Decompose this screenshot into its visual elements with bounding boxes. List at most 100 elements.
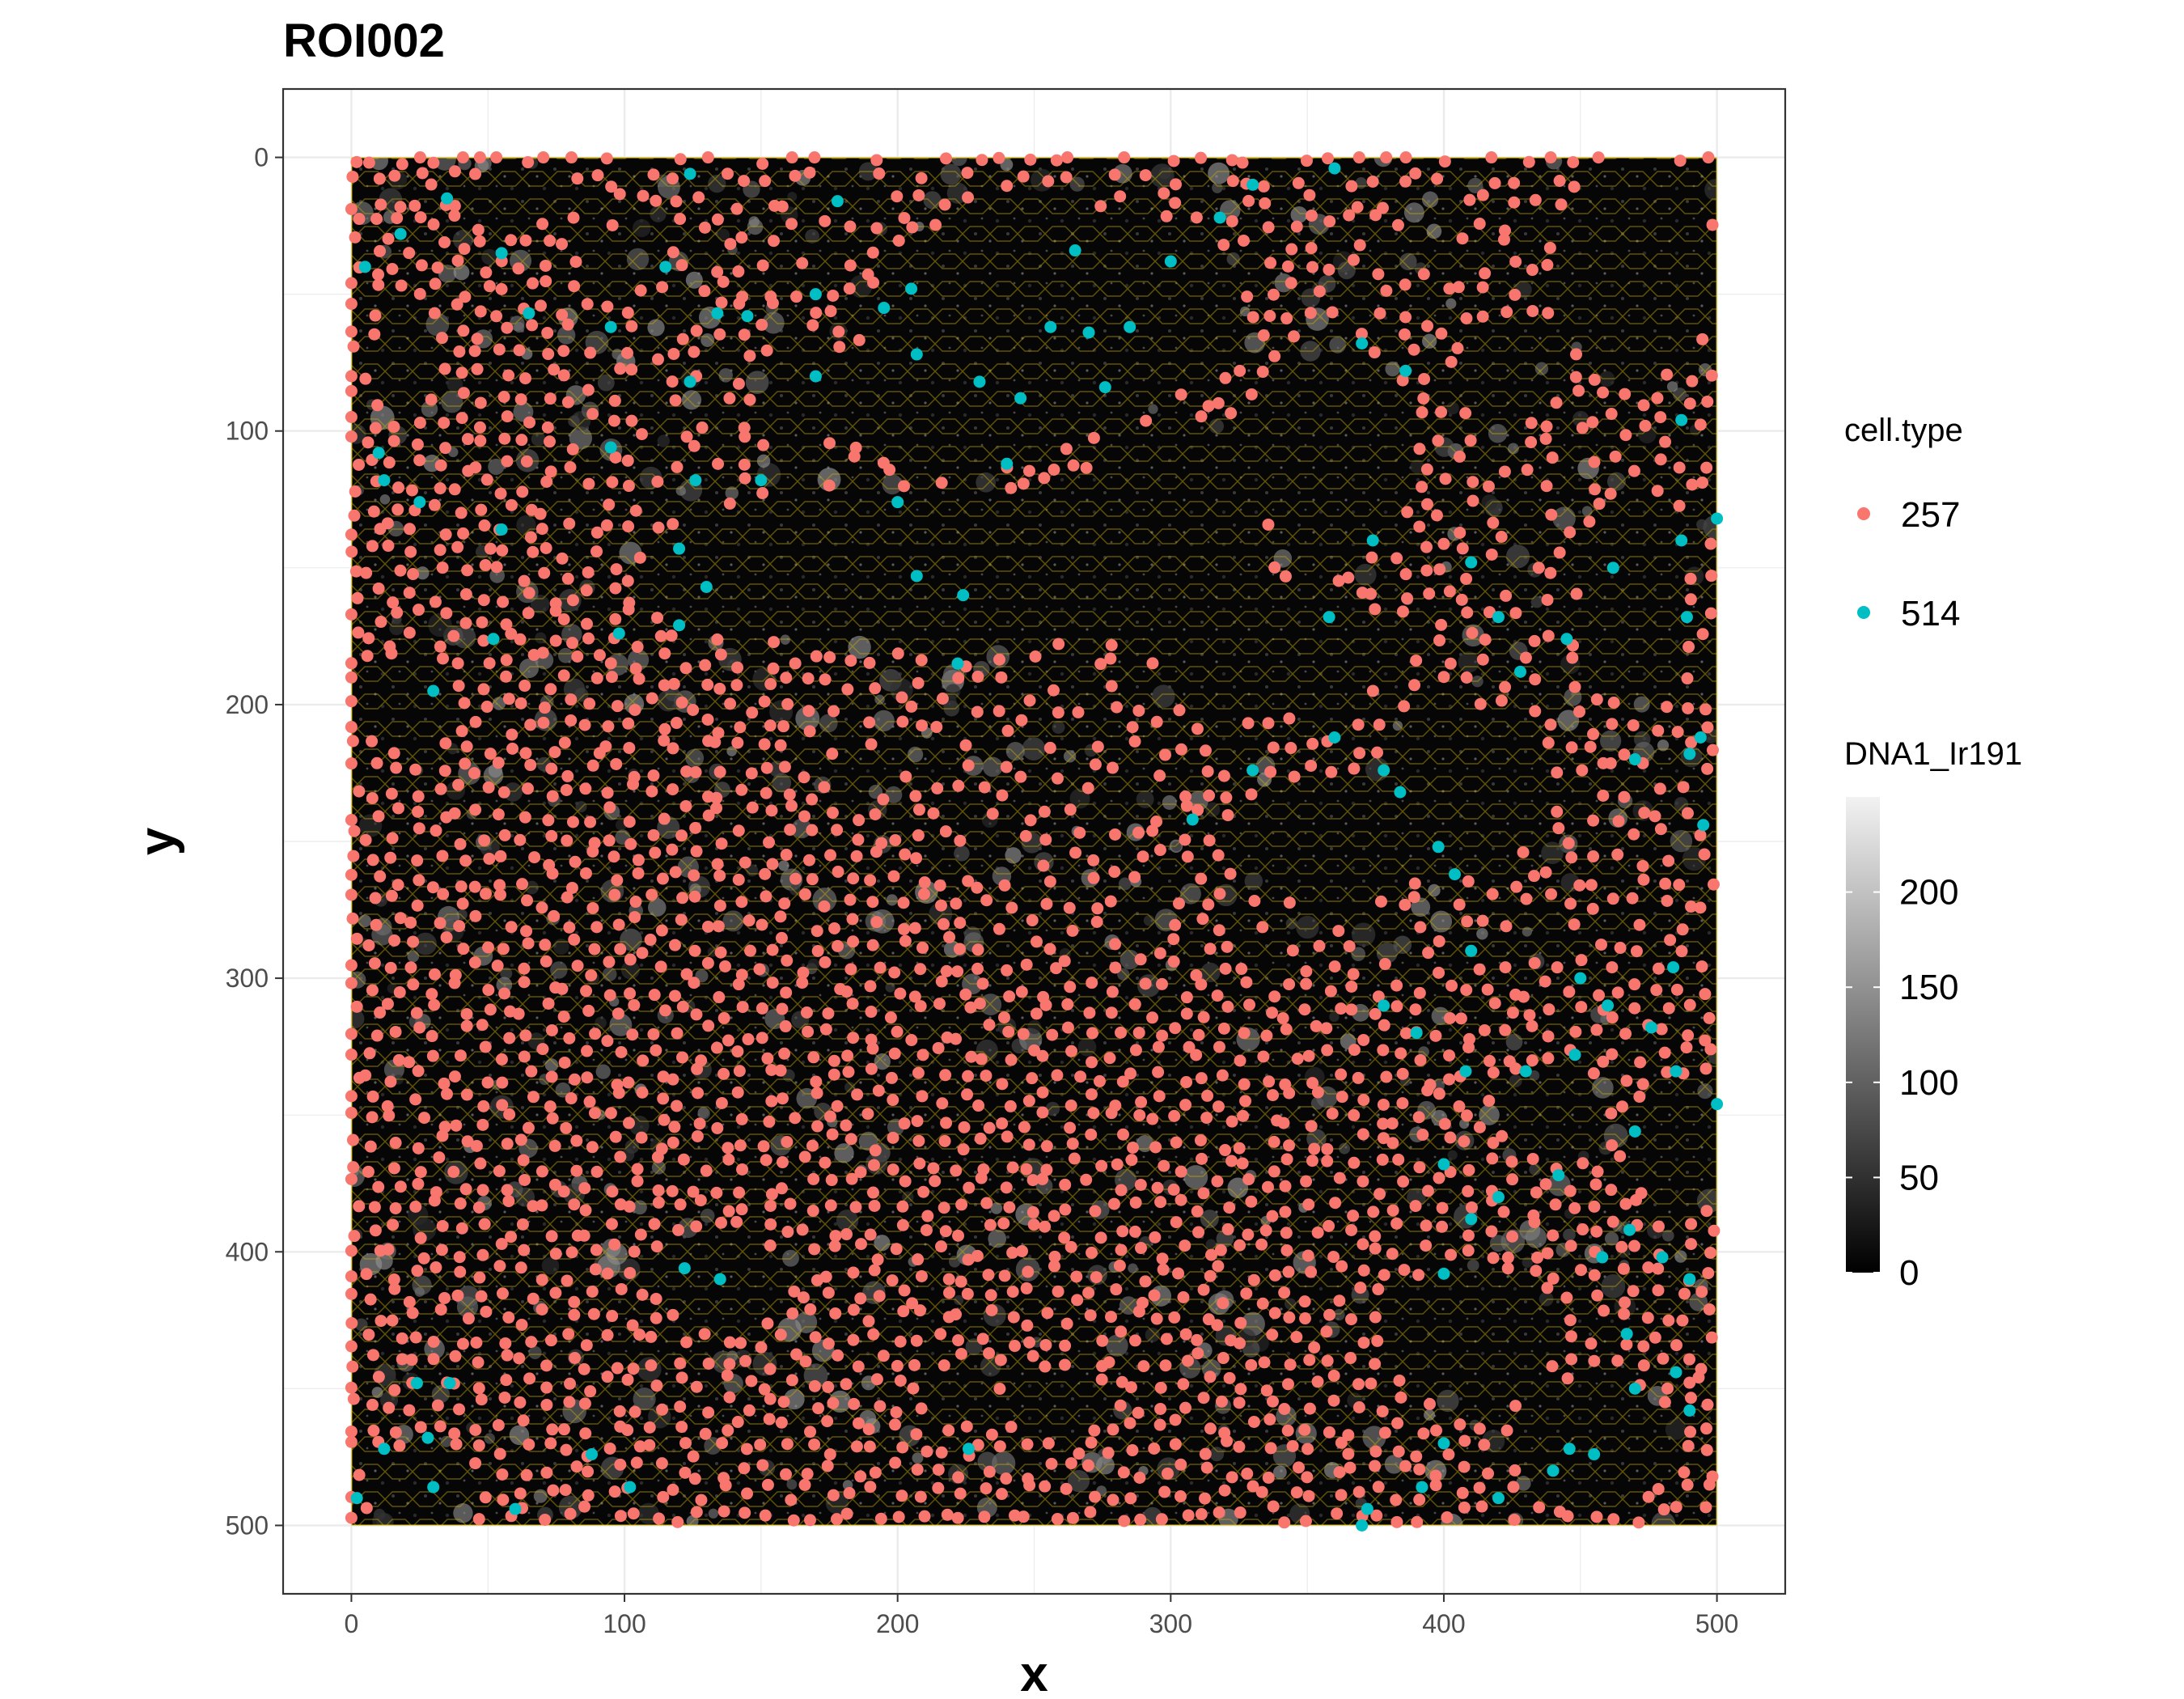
cell-point-257 <box>609 582 622 595</box>
cell-point-257 <box>828 1239 841 1252</box>
cell-point-257 <box>1662 1002 1675 1015</box>
cell-point-257 <box>675 696 688 709</box>
cell-point-257 <box>865 738 878 751</box>
cell-point-257 <box>1137 1360 1150 1373</box>
cell-point-257 <box>561 396 574 409</box>
cell-point-257 <box>505 1231 518 1244</box>
cell-point-257 <box>1325 765 1338 778</box>
cell-point-257 <box>1420 1239 1433 1252</box>
cell-point-257 <box>351 591 364 604</box>
cell-point-257 <box>565 1246 578 1259</box>
cell-point-257 <box>557 1423 570 1436</box>
cell-point-257 <box>745 767 758 780</box>
cell-point-257 <box>716 1437 729 1450</box>
cell-point-257 <box>1607 1513 1620 1526</box>
cell-point-257 <box>417 1252 430 1265</box>
cell-point-257 <box>346 912 359 925</box>
cell-point-257 <box>1421 1184 1434 1197</box>
cell-point-257 <box>652 1196 665 1209</box>
cell-point-257 <box>939 1069 952 1082</box>
cell-point-257 <box>1615 1100 1628 1113</box>
cell-point-257 <box>1476 653 1489 666</box>
cell-point-257 <box>896 1218 909 1231</box>
cell-point-257 <box>845 1172 858 1185</box>
cell-point-257 <box>1243 998 1256 1011</box>
cell-point-257 <box>916 719 929 732</box>
cell-point-257 <box>1152 1040 1165 1053</box>
cell-point-257 <box>723 1336 736 1349</box>
cell-point-257 <box>629 1405 641 1418</box>
cell-point-257 <box>1481 1467 1494 1480</box>
cell-point-257 <box>887 1131 899 1144</box>
cell-point-257 <box>1619 388 1632 400</box>
cell-point-257 <box>1329 1197 1342 1210</box>
cell-point-257 <box>1443 1049 1456 1062</box>
cell-point-257 <box>993 1383 1006 1396</box>
cell-point-257 <box>1133 1471 1146 1484</box>
cell-point-257 <box>1606 892 1619 905</box>
cell-point-257 <box>847 1333 860 1346</box>
cell-point-257 <box>601 1328 614 1341</box>
cell-point-257 <box>480 701 493 714</box>
cell-point-257 <box>801 1468 814 1481</box>
cell-point-514 <box>509 1502 522 1515</box>
cell-point-257 <box>389 1426 402 1438</box>
cell-point-257 <box>1169 918 1182 931</box>
cell-point-257 <box>1258 1356 1271 1369</box>
cell-point-257 <box>906 221 919 234</box>
cell-point-257 <box>624 987 637 1000</box>
cell-point-257 <box>746 801 759 814</box>
cell-point-257 <box>898 1284 911 1297</box>
cell-point-257 <box>1500 589 1513 602</box>
cell-point-257 <box>1105 680 1118 693</box>
cell-point-257 <box>1321 1354 1334 1367</box>
cell-point-257 <box>505 921 518 934</box>
cell-point-257 <box>589 1263 602 1276</box>
cell-point-257 <box>1026 1072 1039 1085</box>
cell-point-257 <box>912 1134 925 1147</box>
x-tick-label: 500 <box>1695 1609 1738 1638</box>
cell-point-257 <box>1658 1396 1671 1409</box>
cell-point-257 <box>1135 1242 1148 1255</box>
cell-point-257 <box>516 485 529 498</box>
cell-point-257 <box>564 1377 577 1390</box>
cell-point-257 <box>732 824 745 837</box>
cell-point-257 <box>353 1200 366 1213</box>
cell-point-257 <box>601 300 614 313</box>
cell-point-257 <box>1683 998 1696 1011</box>
cell-point-257 <box>1148 1289 1161 1302</box>
cell-point-257 <box>381 998 394 1011</box>
cell-point-257 <box>1685 736 1698 749</box>
cell-point-257 <box>1509 1464 1522 1477</box>
cell-point-257 <box>1234 1506 1246 1519</box>
cell-point-257 <box>796 1223 809 1236</box>
cell-point-257 <box>461 433 474 446</box>
cell-point-257 <box>1094 200 1107 213</box>
cell-point-257 <box>1377 1132 1390 1145</box>
cell-point-257 <box>1530 1186 1543 1199</box>
cell-point-257 <box>764 1239 777 1252</box>
cell-point-257 <box>993 922 1005 935</box>
cell-point-257 <box>785 218 798 231</box>
cell-point-257 <box>670 717 683 730</box>
cell-point-257 <box>1003 1201 1016 1214</box>
cell-point-257 <box>498 1391 511 1404</box>
cell-point-257 <box>1292 176 1305 189</box>
cell-point-257 <box>850 850 863 862</box>
cell-point-257 <box>1378 1269 1390 1282</box>
cell-point-257 <box>1659 877 1672 890</box>
cell-point-257 <box>1614 1150 1627 1163</box>
cell-point-257 <box>1128 735 1141 748</box>
cell-point-257 <box>1700 1205 1713 1218</box>
cell-point-257 <box>1479 267 1492 280</box>
cell-point-257 <box>1478 1438 1491 1451</box>
cell-point-257 <box>1181 850 1194 863</box>
cell-point-257 <box>865 1062 878 1075</box>
cell-point-257 <box>478 519 491 532</box>
cell-point-257 <box>891 647 904 660</box>
cell-point-257 <box>563 1032 576 1044</box>
cell-point-257 <box>497 786 510 799</box>
cell-point-257 <box>1652 1284 1665 1297</box>
cell-point-257 <box>743 1404 756 1417</box>
cell-point-257 <box>518 680 531 693</box>
